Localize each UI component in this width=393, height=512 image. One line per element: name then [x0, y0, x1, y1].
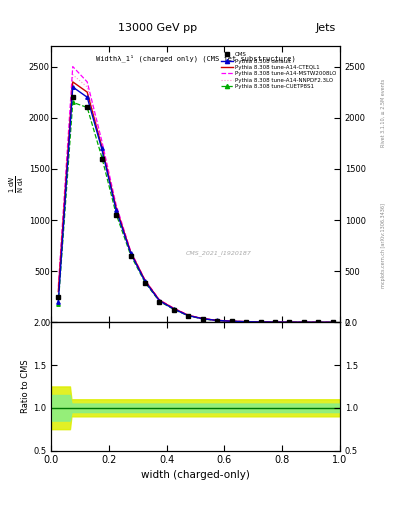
Text: Rivet 3.1.10, ≥ 2.5M events: Rivet 3.1.10, ≥ 2.5M events: [381, 78, 386, 147]
Text: Jets: Jets: [316, 23, 336, 33]
Text: 13000 GeV pp: 13000 GeV pp: [118, 23, 197, 33]
Text: mcplots.cern.ch [arXiv:1306.3436]: mcplots.cern.ch [arXiv:1306.3436]: [381, 203, 386, 288]
Y-axis label: $\frac{1}{\mathrm{N}}\frac{\mathrm{d}N}{\mathrm{d}\lambda}$: $\frac{1}{\mathrm{N}}\frac{\mathrm{d}N}{…: [8, 175, 26, 193]
X-axis label: width (charged-only): width (charged-only): [141, 470, 250, 480]
Legend: CMS, Pythia 8.308 default, Pythia 8.308 tune-A14-CTEQL1, Pythia 8.308 tune-A14-M: CMS, Pythia 8.308 default, Pythia 8.308 …: [220, 52, 337, 90]
Y-axis label: Ratio to CMS: Ratio to CMS: [21, 359, 30, 413]
Text: Widthλ_1¹ (charged only) (CMS jet substructure): Widthλ_1¹ (charged only) (CMS jet substr…: [95, 54, 296, 62]
Text: CMS_2021_I1920187: CMS_2021_I1920187: [185, 250, 252, 256]
